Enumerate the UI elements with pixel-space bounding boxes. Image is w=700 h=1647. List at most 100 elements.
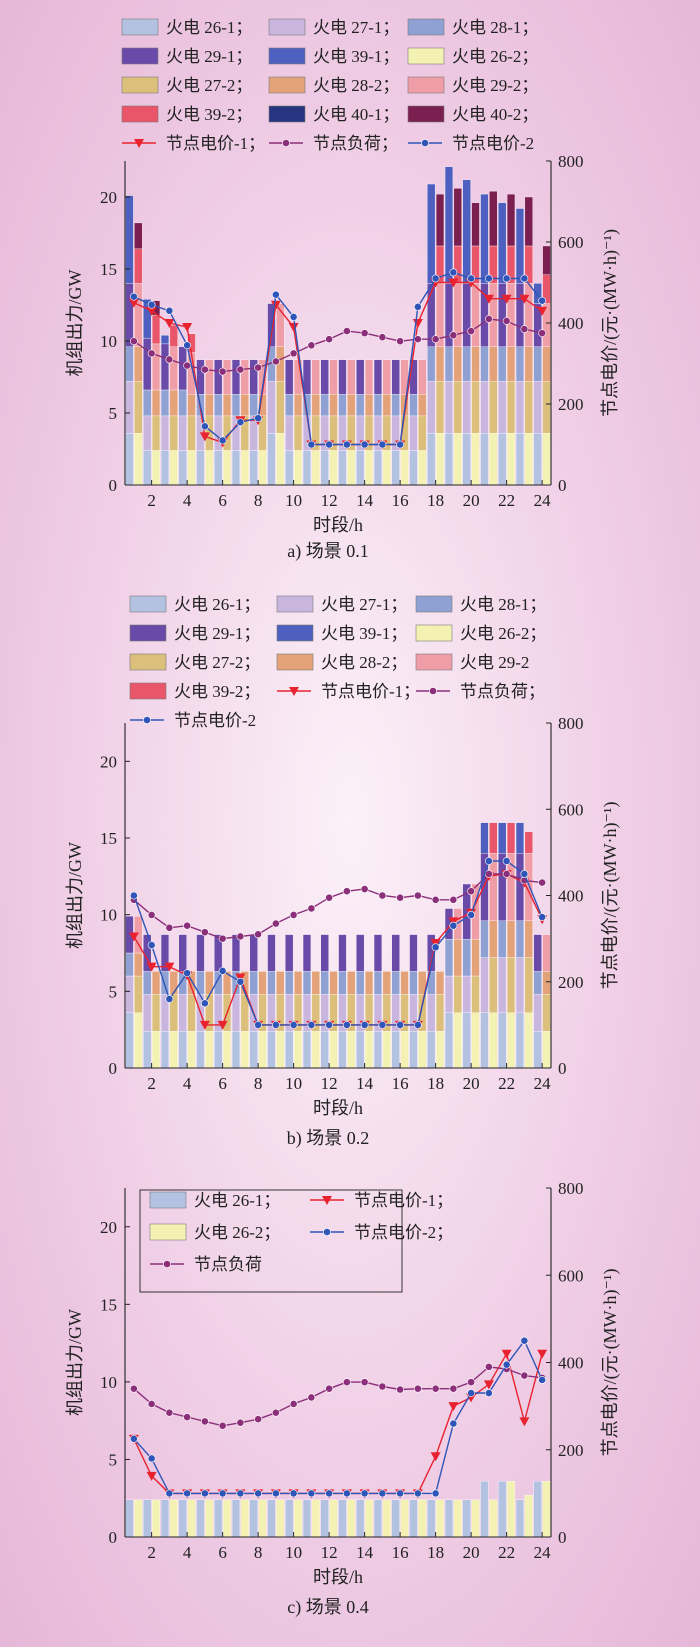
legend-label: 火电 40-1； xyxy=(313,105,399,124)
load-point-h7 xyxy=(236,932,245,941)
y-tick-label: 20 xyxy=(100,752,117,771)
load-point-h3 xyxy=(165,355,174,364)
bar-segment-right-h21 xyxy=(489,920,498,958)
bar-segment-left-h7 xyxy=(231,450,241,486)
bar-segment-right-h24 xyxy=(542,432,551,486)
bar-segment-right-h16 xyxy=(400,450,409,486)
y-tick-label: 0 xyxy=(109,1528,118,1547)
bar-segment-left-h16 xyxy=(391,450,400,486)
bar-segment-left-h1 xyxy=(125,283,134,347)
bar-segment-right-h4 xyxy=(187,394,196,417)
bar-segment-right-h12 xyxy=(329,394,338,417)
bar-segment-right-h10 xyxy=(293,450,303,486)
bar-segment-left-h19 xyxy=(444,939,454,977)
x-tick-label: 18 xyxy=(427,1543,444,1562)
y-tick-label: 10 xyxy=(100,906,117,925)
price1-point-h3 xyxy=(164,962,175,972)
bar-segment-left-h11 xyxy=(302,1031,312,1069)
bar-segment-right-h19 xyxy=(453,188,462,247)
bar-segment-left-h8 xyxy=(249,394,258,417)
bar-segment-left-h21 xyxy=(480,920,489,958)
legend-label: 火电 26-1； xyxy=(194,1191,280,1210)
price1-point-h2 xyxy=(146,1471,157,1481)
y2-tick-label: 800 xyxy=(558,714,584,733)
bar-segment-left-h16 xyxy=(391,971,400,995)
bar-segment-left-h20 xyxy=(462,975,471,1013)
bar-segment-left-h13 xyxy=(338,934,347,972)
bar-segment-left-h20 xyxy=(462,1499,471,1538)
price2-point-h16 xyxy=(396,1489,405,1498)
bar-segment-right-h15 xyxy=(382,1031,391,1069)
bar-segment-left-h1 xyxy=(125,952,134,977)
bar-segment-left-h10 xyxy=(285,450,294,486)
bar-segment-right-h2 xyxy=(151,1499,161,1538)
price1-point-h23 xyxy=(519,294,530,304)
load-point-h4 xyxy=(183,1413,192,1421)
chart-legend-1: 火电 26-1； 火电 27-1； 火电 28-1； 火电 29-1； 火电 39-1；… xyxy=(121,18,538,153)
bar-segment-left-h23 xyxy=(515,957,525,1013)
bar-segment-left-h11 xyxy=(302,971,312,995)
x-tick-label: 14 xyxy=(356,1543,374,1562)
bar-segment-right-h23 xyxy=(524,1012,533,1069)
load-point-h8 xyxy=(254,1415,263,1424)
bar-segment-left-h18 xyxy=(427,381,436,434)
bar-segment-right-h22 xyxy=(506,920,516,958)
price2-point-h17 xyxy=(413,1020,422,1029)
bar-segment-left-h21 xyxy=(480,346,489,382)
bar-segment-left-h15 xyxy=(373,934,383,972)
bar-segment-right-h4 xyxy=(187,415,196,451)
price2-point-h3 xyxy=(165,1489,174,1498)
load-point-h11 xyxy=(307,904,316,913)
x-tick-label: 16 xyxy=(392,1543,409,1562)
x-tick-label: 2 xyxy=(147,1543,156,1562)
legend-swatch xyxy=(268,18,306,36)
legend-swatch xyxy=(268,105,306,123)
x-axis-title: 时段/h xyxy=(313,515,363,535)
bar-segment-left-h23 xyxy=(515,346,525,382)
price1-point-h10 xyxy=(288,323,299,333)
bar-segment-right-h21 xyxy=(489,1012,498,1069)
bar-segment-right-h19 xyxy=(453,381,462,434)
price2-point-h13 xyxy=(342,1489,351,1498)
panel-subtitle: b) 场景 0.2 xyxy=(287,1128,370,1149)
bar-segment-right-h19 xyxy=(453,245,462,284)
bar-segment-left-h22 xyxy=(498,283,507,347)
bar-segment-right-h19 xyxy=(453,346,462,382)
price2-point-h24 xyxy=(538,296,547,305)
panel-subtitle: c) 场景 0.4 xyxy=(287,1597,368,1618)
bar-segment-left-h10 xyxy=(285,415,294,451)
x-tick-label: 8 xyxy=(254,491,263,510)
bar-segment-right-h1 xyxy=(134,1499,143,1538)
bar-segment-right-h24 xyxy=(542,971,551,995)
bar-segment-right-h6 xyxy=(222,359,232,395)
bar-segment-left-h1 xyxy=(125,1012,134,1069)
bar-segment-left-h13 xyxy=(338,450,347,486)
price2-point-h7 xyxy=(236,1489,245,1498)
bar-segment-left-h4 xyxy=(178,415,187,451)
bar-segment-right-h21 xyxy=(489,957,498,1013)
bar-segment-left-h4 xyxy=(178,994,187,1032)
bar-segment-left-h8 xyxy=(249,1499,258,1538)
bar-segment-left-h9 xyxy=(267,1499,276,1538)
x-tick-label: 20 xyxy=(463,491,480,510)
bar-segment-left-h2 xyxy=(143,1031,152,1069)
bar-segment-right-h4 xyxy=(187,450,196,486)
legend-marker xyxy=(143,716,151,724)
price2-point-h19 xyxy=(449,921,458,930)
price2-point-h7 xyxy=(236,977,245,986)
bar-segment-left-h6 xyxy=(214,359,223,395)
price2-point-h11 xyxy=(307,1020,316,1029)
legend-label: 火电 29-2； xyxy=(452,76,538,95)
series-line-price2 xyxy=(133,860,543,1026)
bar-segment-left-h23 xyxy=(515,283,525,347)
bar-segment-right-h12 xyxy=(329,450,338,486)
price2-point-h15 xyxy=(378,440,387,449)
load-point-h4 xyxy=(183,361,192,370)
price2-point-h22 xyxy=(502,1360,511,1369)
bar-segment-left-h19 xyxy=(444,166,454,284)
x-tick-label: 18 xyxy=(427,1074,444,1093)
bar-segment-left-h15 xyxy=(373,971,383,995)
bar-segment-right-h14 xyxy=(364,1499,374,1538)
legend-label: 节点电价-2； xyxy=(354,1223,453,1242)
